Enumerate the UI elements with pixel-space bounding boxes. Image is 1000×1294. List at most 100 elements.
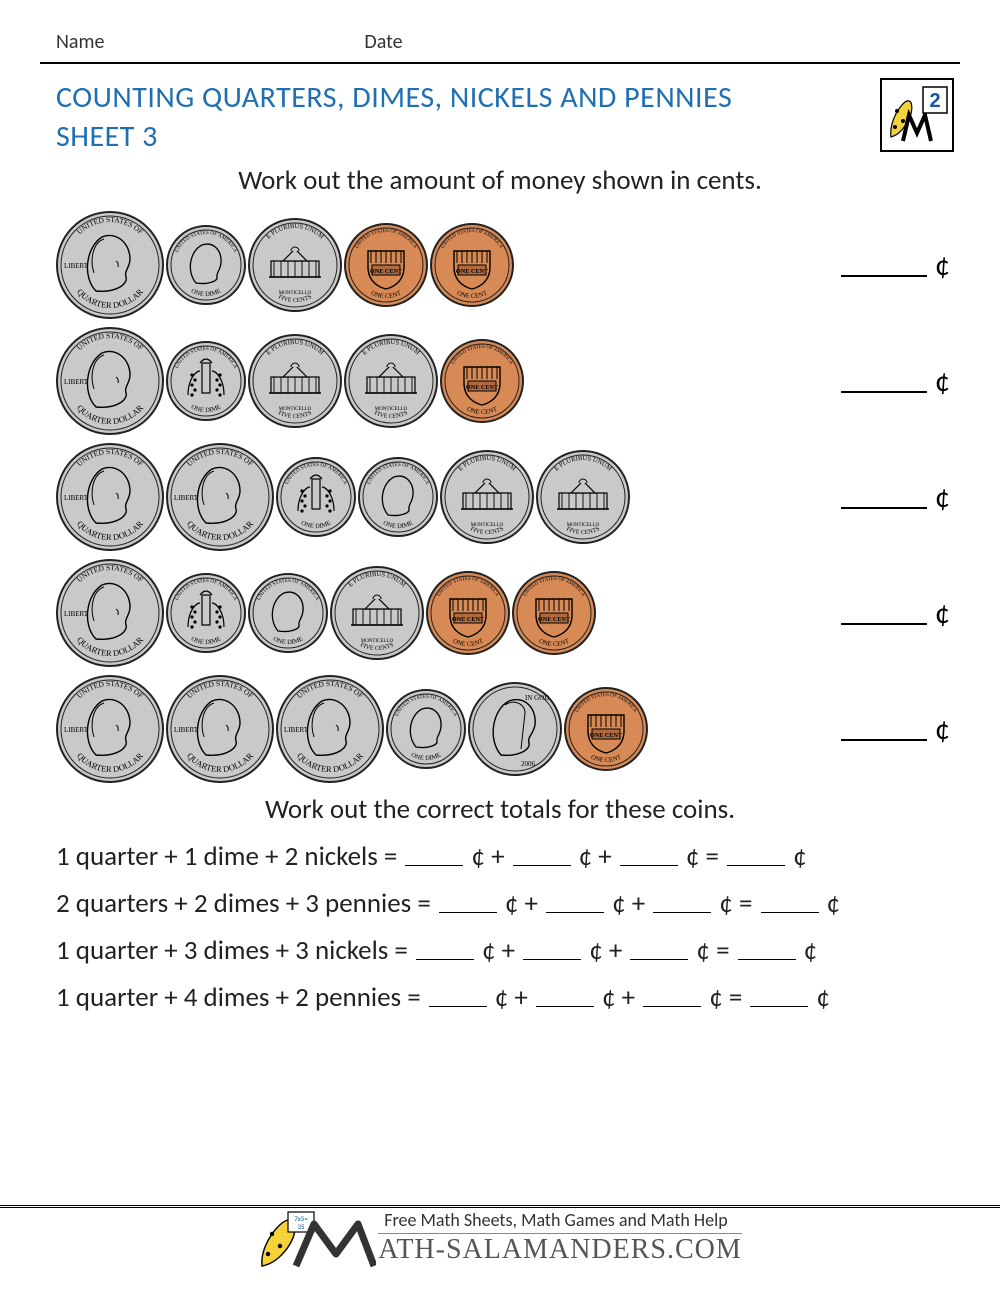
nickel_head-coin-icon: IN GOD 2006	[468, 682, 562, 776]
coin-group: UNITED STATES OF QUARTER DOLLARLIBERTY U…	[56, 211, 514, 319]
nickel-coin-icon: E PLURIBUS UNUMMONTICELLO FIVE CENTS	[248, 334, 342, 428]
penny-coin-icon: UNITED STATES OF AMERICA ONE CENTONE CEN…	[426, 571, 510, 655]
coin-group: UNITED STATES OF QUARTER DOLLARLIBERTY U…	[56, 675, 648, 783]
equation-blank[interactable]	[429, 1004, 487, 1007]
equation-blank[interactable]	[738, 957, 796, 960]
coin-group: UNITED STATES OF QUARTER DOLLARLIBERTY U…	[56, 559, 596, 667]
quarter-coin-icon: UNITED STATES OF QUARTER DOLLARLIBERTY	[56, 443, 164, 551]
nickel-coin-icon: E PLURIBUS UNUMMONTICELLO FIVE CENTS	[344, 334, 438, 428]
equation-line: 1 quarter + 4 dimes + 2 pennies = ¢ + ¢ …	[56, 981, 944, 1014]
dime_head-coin-icon: UNITED STATES OF AMERICA ONE DIME	[358, 457, 438, 537]
equation-blank[interactable]	[536, 1004, 594, 1007]
equation-blank[interactable]	[750, 1004, 808, 1007]
coin-row: UNITED STATES OF QUARTER DOLLARLIBERTY U…	[56, 675, 960, 783]
penny-coin-icon: UNITED STATES OF AMERICA ONE CENTONE CEN…	[564, 687, 648, 771]
answer-blank[interactable]	[841, 621, 927, 625]
cent-symbol: ¢	[935, 711, 950, 748]
quarter-coin-icon: UNITED STATES OF QUARTER DOLLARLIBERTY	[56, 675, 164, 783]
equation-blank[interactable]	[761, 910, 819, 913]
footer-tagline: Free Math Sheets, Math Games and Math He…	[378, 1209, 742, 1234]
dime_head-coin-icon: UNITED STATES OF AMERICA ONE DIME	[166, 225, 246, 305]
svg-text:ONE CENT: ONE CENT	[538, 616, 571, 623]
coin-group: UNITED STATES OF QUARTER DOLLARLIBERTY U…	[56, 327, 524, 435]
cent-symbol: ¢	[935, 363, 950, 400]
quarter-coin-icon: UNITED STATES OF QUARTER DOLLARLIBERTY	[56, 327, 164, 435]
nickel-coin-icon: E PLURIBUS UNUMMONTICELLO FIVE CENTS	[440, 450, 534, 544]
footer-site: ATH-SALAMANDERS.COM	[378, 1234, 742, 1266]
date-label: Date	[364, 30, 402, 54]
coin-row: UNITED STATES OF QUARTER DOLLARLIBERTY U…	[56, 211, 960, 319]
dime_head-coin-icon: UNITED STATES OF AMERICA ONE DIME	[248, 573, 328, 653]
answer-blank[interactable]	[841, 273, 927, 277]
grade-badge: 2	[880, 78, 954, 152]
footer-rule-1	[0, 1205, 1000, 1206]
penny-coin-icon: UNITED STATES OF AMERICA ONE CENTONE CEN…	[440, 339, 524, 423]
svg-text:2: 2	[929, 90, 940, 112]
coin-row: UNITED STATES OF QUARTER DOLLARLIBERTY U…	[56, 559, 960, 667]
equation-blank[interactable]	[513, 863, 571, 866]
dime-coin-icon: UNITED STATES OF AMERICA ONE DIME	[166, 573, 246, 653]
equation-blank[interactable]	[439, 910, 497, 913]
svg-text:ONE CENT: ONE CENT	[590, 732, 623, 739]
cent-symbol: ¢	[935, 479, 950, 516]
svg-text:IN GOD: IN GOD	[525, 694, 549, 702]
coin-row: UNITED STATES OF QUARTER DOLLARLIBERTY U…	[56, 327, 960, 435]
dime-coin-icon: UNITED STATES OF AMERICA ONE DIME	[166, 341, 246, 421]
instruction-2: Work out the correct totals for these co…	[40, 793, 960, 826]
equation-line: 1 quarter + 3 dimes + 3 nickels = ¢ + ¢ …	[56, 934, 944, 967]
answer-blank[interactable]	[841, 737, 927, 741]
equation-blank[interactable]	[546, 910, 604, 913]
nickel-coin-icon: E PLURIBUS UNUMMONTICELLO FIVE CENTS	[536, 450, 630, 544]
dime_head-coin-icon: UNITED STATES OF AMERICA ONE DIME	[386, 689, 466, 769]
footer-logo-icon: 7x5= 35	[258, 1210, 376, 1270]
penny-coin-icon: UNITED STATES OF AMERICA ONE CENTONE CEN…	[512, 571, 596, 655]
equation-blank[interactable]	[727, 863, 785, 866]
answer-blank[interactable]	[841, 505, 927, 509]
cent-symbol: ¢	[935, 247, 950, 284]
svg-text:ONE CENT: ONE CENT	[466, 384, 499, 391]
equation-blank[interactable]	[416, 957, 474, 960]
equation-line: 1 quarter + 1 dime + 2 nickels = ¢ + ¢ +…	[56, 840, 944, 873]
equation-blank[interactable]	[653, 910, 711, 913]
svg-text:35: 35	[298, 1222, 306, 1231]
equations-block: 1 quarter + 1 dime + 2 nickels = ¢ + ¢ +…	[56, 840, 944, 1014]
equation-line: 2 quarters + 2 dimes + 3 pennies = ¢ + ¢…	[56, 887, 944, 920]
quarter-coin-icon: UNITED STATES OF QUARTER DOLLARLIBERTY	[56, 211, 164, 319]
penny-coin-icon: UNITED STATES OF AMERICA ONE CENTONE CEN…	[430, 223, 514, 307]
equation-blank[interactable]	[620, 863, 678, 866]
svg-text:ONE CENT: ONE CENT	[370, 268, 403, 275]
nickel-coin-icon: E PLURIBUS UNUMMONTICELLO FIVE CENTS	[330, 566, 424, 660]
quarter-coin-icon: UNITED STATES OF QUARTER DOLLARLIBERTY	[56, 559, 164, 667]
instruction-1: Work out the amount of money shown in ce…	[40, 164, 960, 197]
coin-group: UNITED STATES OF QUARTER DOLLARLIBERTY U…	[56, 443, 630, 551]
meta-row: Name Date	[40, 30, 960, 54]
equation-blank[interactable]	[523, 957, 581, 960]
quarter-coin-icon: UNITED STATES OF QUARTER DOLLARLIBERTY	[166, 443, 274, 551]
name-label: Name	[56, 30, 104, 54]
answer-slot[interactable]: ¢	[841, 711, 960, 748]
coin-row: UNITED STATES OF QUARTER DOLLARLIBERTY U…	[56, 443, 960, 551]
worksheet-title: COUNTING QUARTERS, DIMES, NICKELS AND PE…	[56, 78, 856, 156]
header: 2 COUNTING QUARTERS, DIMES, NICKELS AND …	[40, 78, 960, 156]
svg-text:2006: 2006	[521, 760, 536, 768]
quarter-coin-icon: UNITED STATES OF QUARTER DOLLARLIBERTY	[276, 675, 384, 783]
cent-symbol: ¢	[935, 595, 950, 632]
answer-slot[interactable]: ¢	[841, 247, 960, 284]
svg-text:ONE CENT: ONE CENT	[452, 616, 485, 623]
footer: 7x5= 35 Free Math Sheets, Math Games and…	[0, 1204, 1000, 1266]
equation-blank[interactable]	[405, 863, 463, 866]
quarter-coin-icon: UNITED STATES OF QUARTER DOLLARLIBERTY	[166, 675, 274, 783]
svg-text:ONE CENT: ONE CENT	[456, 268, 489, 275]
top-rule	[40, 62, 960, 64]
answer-slot[interactable]: ¢	[841, 479, 960, 516]
equation-blank[interactable]	[630, 957, 688, 960]
equation-blank[interactable]	[643, 1004, 701, 1007]
answer-slot[interactable]: ¢	[841, 363, 960, 400]
answer-blank[interactable]	[841, 389, 927, 393]
nickel-coin-icon: E PLURIBUS UNUMMONTICELLO FIVE CENTS	[248, 218, 342, 312]
penny-coin-icon: UNITED STATES OF AMERICA ONE CENTONE CEN…	[344, 223, 428, 307]
answer-slot[interactable]: ¢	[841, 595, 960, 632]
coin-rows: UNITED STATES OF QUARTER DOLLARLIBERTY U…	[56, 211, 960, 783]
dime-coin-icon: UNITED STATES OF AMERICA ONE DIME	[276, 457, 356, 537]
footer-rule-2	[0, 1207, 1000, 1208]
